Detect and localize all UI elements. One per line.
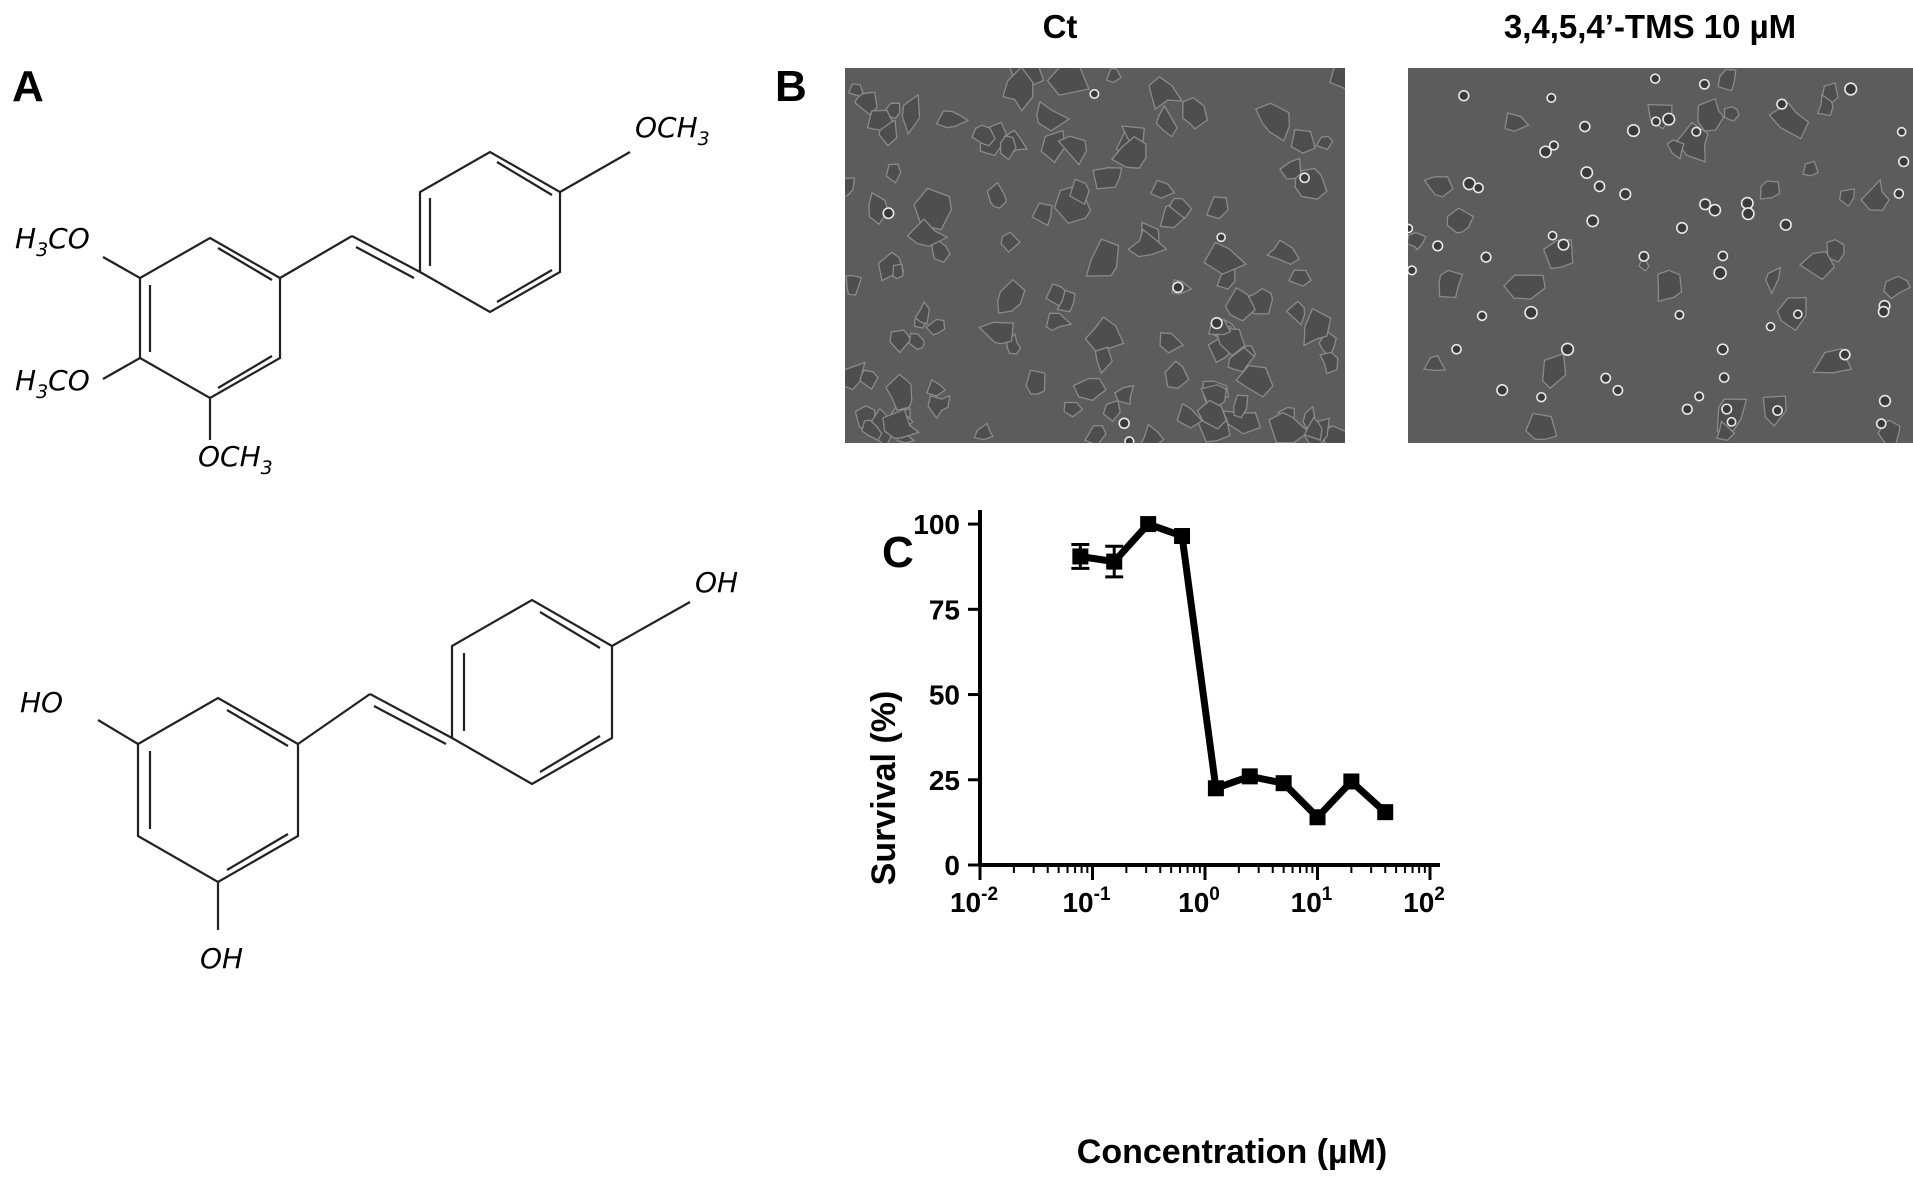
structure-resveratrol — [97, 598, 691, 930]
data-point — [1343, 773, 1360, 790]
data-point — [1275, 775, 1292, 792]
micrograph-title-control: Ct — [1042, 8, 1078, 45]
x-tick-label: 100 — [1178, 884, 1220, 918]
subst-oh-right: OH — [695, 566, 738, 599]
data-point — [1241, 768, 1258, 785]
x-tick-label: 10-2 — [950, 884, 998, 918]
subst-och3-label-3: OCH — [198, 440, 261, 473]
x-tick-label: 102 — [1403, 884, 1445, 918]
y-axis-label: Survival (%) — [865, 691, 903, 886]
svg-text:OCH3: OCH3 — [198, 440, 273, 479]
subst-h3co-label-2: H — [15, 364, 36, 397]
series-line — [1079, 520, 1388, 823]
panel-label-c: C — [882, 528, 914, 577]
micrograph-treated — [1408, 68, 1913, 443]
svg-text:H3CO: H3CO — [15, 364, 90, 403]
subst-och3-label: OCH — [635, 111, 698, 144]
x-tick-label: 10-1 — [1062, 884, 1110, 918]
svg-text:OCH3: OCH3 — [635, 111, 710, 150]
data-point — [1174, 528, 1191, 545]
micrograph-control — [845, 68, 1345, 443]
subst-h3co-label-1: H — [15, 222, 36, 255]
y-tick-label: 0 — [944, 850, 960, 881]
data-point — [1072, 548, 1089, 565]
svg-text:H3CO: H3CO — [15, 222, 90, 261]
y-tick-label: 75 — [929, 594, 960, 625]
y-tick-label: 25 — [929, 765, 960, 796]
chemical-structures: OCH3 H3CO H3CO OCH3 OH HO OH — [15, 111, 738, 975]
x-tick-label: 101 — [1291, 884, 1333, 918]
subst-oh-bottom: OH — [200, 942, 243, 975]
structure-trimethoxystilbene — [102, 150, 631, 440]
subst-och3-sub: 3 — [698, 128, 710, 150]
y-tick-label: 50 — [929, 680, 960, 711]
x-axis-label: Concentration (µM) — [1077, 1133, 1387, 1171]
panel-label-b: B — [775, 62, 807, 111]
data-point — [1377, 804, 1394, 821]
y-tick-label: 100 — [913, 510, 960, 540]
subst-ho-left: HO — [20, 686, 63, 719]
data-point — [1106, 553, 1123, 570]
panel-label-a: A — [12, 62, 44, 111]
data-point — [1140, 516, 1157, 533]
micrograph-title-treated: 3,4,5,4’-TMS 10 µM — [1503, 8, 1797, 45]
data-point — [1207, 780, 1224, 797]
data-point — [1309, 809, 1326, 826]
